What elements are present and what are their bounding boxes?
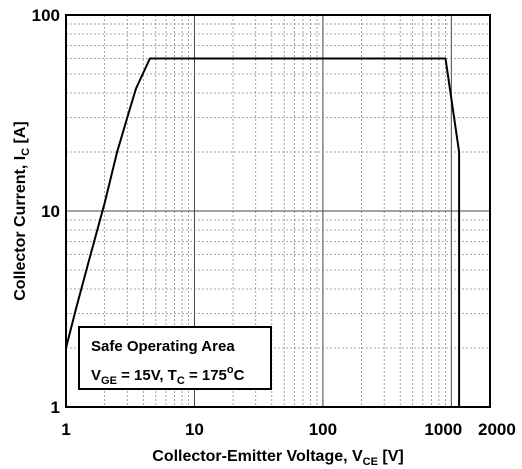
x-tick-label: 100 — [309, 420, 337, 439]
y-tick-label: 1 — [51, 398, 60, 417]
soa-boundary-line — [65, 57, 461, 407]
annotation-line-1: Safe Operating Area — [91, 338, 235, 355]
x-tick-label: 10 — [185, 420, 204, 439]
grid — [66, 15, 490, 407]
y-axis-label: Collector Current, IC [A] — [12, 121, 32, 301]
annotation-box: Safe Operating Area VGE = 15V, TC = 175o… — [78, 326, 272, 390]
x-tick-label: 2000 — [478, 420, 516, 439]
plot-frame — [65, 14, 491, 408]
x-tick-labels: 1 10 100 1000 2000 — [61, 420, 516, 439]
series-layer — [65, 57, 461, 407]
annotation-frame — [78, 326, 272, 390]
x-tick-label: 1000 — [424, 420, 462, 439]
annotation-line-2: VGE = 15V, TC = 175oC — [91, 364, 245, 387]
x-axis-label: Collector-Emitter Voltage, VCE [V] — [152, 448, 403, 468]
y-tick-label: 100 — [32, 6, 60, 25]
y-tick-labels: 1 10 100 — [32, 6, 60, 417]
x-tick-label: 1 — [61, 420, 70, 439]
y-tick-label: 10 — [41, 202, 60, 221]
